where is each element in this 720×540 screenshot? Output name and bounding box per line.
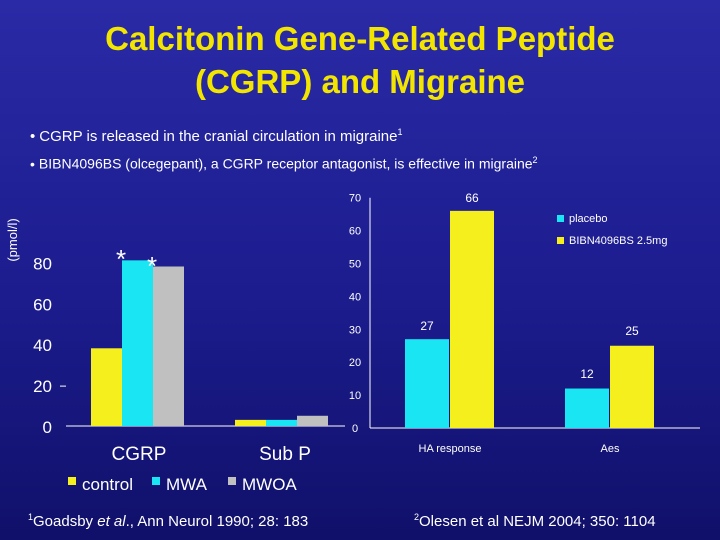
ref-sup: 2 xyxy=(414,512,420,522)
legend-label: BIBN4096BS 2.5mg xyxy=(569,235,667,247)
legend-swatch xyxy=(557,215,564,222)
legend-label: MWA xyxy=(166,475,208,494)
y-tick-label: 0 xyxy=(352,423,358,435)
y-tick-label: 0 xyxy=(43,418,52,437)
y-tick-label: 60 xyxy=(349,226,361,238)
significance-asterisk: * xyxy=(116,244,126,274)
ref-text-b: ., Ann Neurol 1990; 28: 183 xyxy=(125,513,309,530)
y-tick-label: 20 xyxy=(33,377,52,396)
y-tick-label: 20 xyxy=(349,357,361,369)
x-category-label: CGRP xyxy=(112,444,167,465)
y-axis-label: (pmol/l) xyxy=(5,218,20,261)
slide-title-line2: (CGRP) and Migraine xyxy=(194,63,526,100)
y-tick-label: 70 xyxy=(349,193,361,205)
bar-mwa xyxy=(122,260,153,426)
x-category-label: Sub P xyxy=(259,444,311,465)
ref-text-a: Goadsby xyxy=(33,513,98,530)
data-label: 27 xyxy=(420,319,434,333)
legend-swatch xyxy=(228,477,236,485)
y-tick-label: 40 xyxy=(349,291,361,303)
legend-swatch xyxy=(557,237,564,244)
bar-placebo xyxy=(405,339,449,428)
y-tick-label: 50 xyxy=(349,259,361,271)
bullet-ref-sup: 1 xyxy=(397,127,403,137)
legend-swatch xyxy=(152,477,160,485)
ref-text-italic: et al xyxy=(97,513,126,530)
bar-control xyxy=(235,419,266,426)
bullet-bibn-effective: • BIBN4096BS (olcegepant), a CGRP recepto… xyxy=(30,155,538,172)
x-category-label: HA response xyxy=(419,443,482,455)
data-label: 66 xyxy=(465,191,479,205)
y-tick-label: 60 xyxy=(33,295,52,314)
bar-placebo xyxy=(565,388,609,428)
data-label: 12 xyxy=(580,367,594,381)
bullet-cgrp-release: • CGRP is released in the cranial circula… xyxy=(30,127,403,145)
legend-label: MWOA xyxy=(242,475,297,494)
reference-goadsby: 1Goadsby et al., Ann Neurol 1990; 28: 18… xyxy=(28,512,308,530)
bar-mwa xyxy=(266,419,297,426)
data-label: 25 xyxy=(625,324,639,338)
bar-bibn4096bs xyxy=(450,210,494,428)
y-tick-label: 40 xyxy=(33,336,52,355)
ref-sup: 1 xyxy=(28,512,34,522)
bullet-text: BIBN4096BS (olcegepant), a CGRP receptor… xyxy=(38,155,533,172)
y-tick-label: 10 xyxy=(349,390,361,402)
bullet-dot: • xyxy=(30,155,35,172)
reference-olesen: 2Olesen et al NEJM 2004; 350: 1104 xyxy=(414,512,656,530)
y-tick-label: 80 xyxy=(33,254,52,273)
y-tick-label: 30 xyxy=(349,324,361,336)
bullet-dot: • xyxy=(30,128,36,145)
significance-asterisk: * xyxy=(147,251,157,281)
bar-bibn4096bs xyxy=(610,345,654,428)
bullet-ref-sup: 2 xyxy=(532,155,538,165)
legend-label: control xyxy=(82,475,133,494)
bar-control xyxy=(91,348,122,426)
bar-mwoa xyxy=(297,415,328,426)
legend-swatch xyxy=(68,477,76,485)
bullet-text: CGRP is released in the cranial circulat… xyxy=(39,128,398,145)
legend-label: placebo xyxy=(569,213,608,225)
ref-text: Olesen et al NEJM 2004; 350: 1104 xyxy=(419,513,656,530)
slide-title-line1: Calcitonin Gene-Related Peptide xyxy=(105,20,615,57)
x-category-label: Aes xyxy=(601,443,620,455)
bar-mwoa xyxy=(153,266,184,426)
